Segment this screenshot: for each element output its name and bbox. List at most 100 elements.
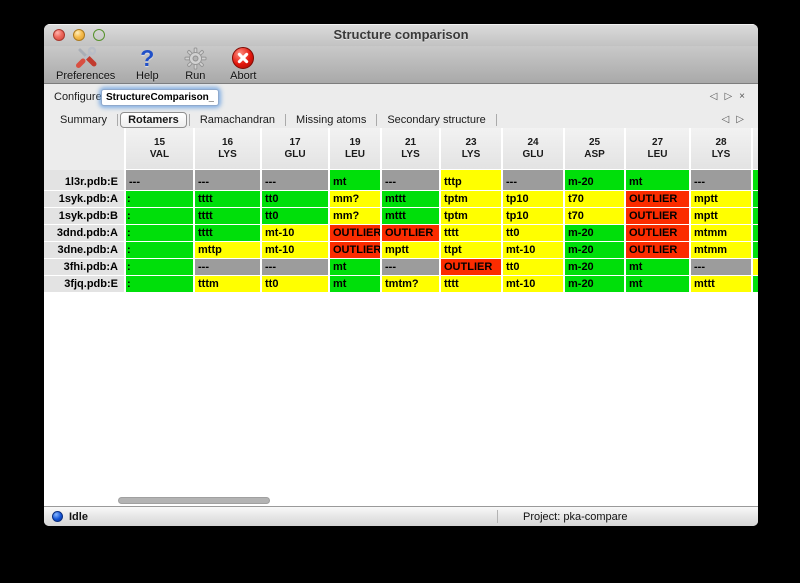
cell-3dne.pdb:A-28[interactable]: mtmm: [691, 242, 753, 259]
cell-1syk.pdb:A-17[interactable]: tt0: [262, 191, 330, 208]
preferences-button[interactable]: Preferences: [56, 46, 115, 83]
cell-1l3r.pdb:E-partial[interactable]: [753, 174, 758, 191]
cell-3dne.pdb:A-partial[interactable]: [753, 242, 758, 259]
cell-3fjq.pdb:E-24[interactable]: mt-10: [503, 276, 565, 293]
cell-3dnd.pdb:A-28[interactable]: mtmm: [691, 225, 753, 242]
cell-3fhi.pdb:A-25[interactable]: m-20: [565, 259, 626, 276]
configure-name-input[interactable]: [101, 89, 219, 106]
cell-1l3r.pdb:E-21[interactable]: ---: [382, 174, 441, 191]
cell-3fjq.pdb:E-17[interactable]: tt0: [262, 276, 330, 293]
configure-back-icon[interactable]: ◁: [709, 91, 718, 102]
cell-3dne.pdb:A-17[interactable]: mt-10: [262, 242, 330, 259]
cell-3dne.pdb:A-24[interactable]: mt-10: [503, 242, 565, 259]
row-header-3dne.pdb:A[interactable]: 3dne.pdb:A: [44, 242, 126, 259]
cell-3dne.pdb:A-23[interactable]: ttpt: [441, 242, 503, 259]
cell-3fjq.pdb:E-partial[interactable]: [753, 276, 758, 293]
abort-button[interactable]: Abort: [227, 46, 259, 83]
cell-1syk.pdb:B-27[interactable]: OUTLIER: [626, 208, 691, 225]
cell-3dne.pdb:A-16[interactable]: mttp: [195, 242, 262, 259]
cell-3dne.pdb:A-25[interactable]: m-20: [565, 242, 626, 259]
cell-1l3r.pdb:E-15[interactable]: ---: [126, 174, 195, 191]
cell-1syk.pdb:A-21[interactable]: mttt: [382, 191, 441, 208]
cell-1l3r.pdb:E-17[interactable]: ---: [262, 174, 330, 191]
cell-3dnd.pdb:A-19[interactable]: OUTLIER: [330, 225, 382, 242]
cell-1l3r.pdb:E-28[interactable]: ---: [691, 174, 753, 191]
tab-secondary-structure[interactable]: Secondary structure: [387, 114, 486, 126]
zoom-window-button[interactable]: [93, 29, 105, 41]
cell-3fhi.pdb:A-21[interactable]: ---: [382, 259, 441, 276]
cell-3fjq.pdb:E-16[interactable]: tttm: [195, 276, 262, 293]
cell-1syk.pdb:B-19[interactable]: mm?: [330, 208, 382, 225]
cell-1syk.pdb:A-partial[interactable]: [753, 191, 758, 208]
cell-1l3r.pdb:E-24[interactable]: ---: [503, 174, 565, 191]
cell-3dne.pdb:A-27[interactable]: OUTLIER: [626, 242, 691, 259]
cell-3fhi.pdb:A-28[interactable]: ---: [691, 259, 753, 276]
cell-3fhi.pdb:A-19[interactable]: mt: [330, 259, 382, 276]
cell-1syk.pdb:B-23[interactable]: tptm: [441, 208, 503, 225]
row-header-3dnd.pdb:A[interactable]: 3dnd.pdb:A: [44, 225, 126, 242]
cell-3fhi.pdb:A-15[interactable]: :: [126, 259, 195, 276]
cell-3dne.pdb:A-21[interactable]: mptt: [382, 242, 441, 259]
row-header-1syk.pdb:B[interactable]: 1syk.pdb:B: [44, 208, 126, 225]
cell-3fjq.pdb:E-19[interactable]: mt: [330, 276, 382, 293]
cell-1syk.pdb:A-24[interactable]: tp10: [503, 191, 565, 208]
cell-1syk.pdb:A-27[interactable]: OUTLIER: [626, 191, 691, 208]
titlebar[interactable]: Structure comparison: [44, 24, 758, 46]
cell-1syk.pdb:B-15[interactable]: :: [126, 208, 195, 225]
cell-1syk.pdb:B-28[interactable]: mptt: [691, 208, 753, 225]
cell-1l3r.pdb:E-16[interactable]: ---: [195, 174, 262, 191]
minimize-window-button[interactable]: [73, 29, 85, 41]
cell-3fjq.pdb:E-27[interactable]: mt: [626, 276, 691, 293]
cell-3fhi.pdb:A-24[interactable]: tt0: [503, 259, 565, 276]
cell-3fjq.pdb:E-23[interactable]: tttt: [441, 276, 503, 293]
cell-1l3r.pdb:E-27[interactable]: mt: [626, 174, 691, 191]
cell-3dnd.pdb:A-21[interactable]: OUTLIER: [382, 225, 441, 242]
cell-3dne.pdb:A-19[interactable]: OUTLIER: [330, 242, 382, 259]
help-button[interactable]: ? Help: [131, 46, 163, 83]
cell-1l3r.pdb:E-23[interactable]: tttp: [441, 174, 503, 191]
cell-1syk.pdb:A-28[interactable]: mptt: [691, 191, 753, 208]
cell-3fhi.pdb:A-16[interactable]: ---: [195, 259, 262, 276]
cell-1syk.pdb:A-25[interactable]: t70: [565, 191, 626, 208]
close-window-button[interactable]: [53, 29, 65, 41]
cell-1syk.pdb:B-21[interactable]: mttt: [382, 208, 441, 225]
cell-3dnd.pdb:A-24[interactable]: tt0: [503, 225, 565, 242]
cell-3dnd.pdb:A-16[interactable]: tttt: [195, 225, 262, 242]
cell-3dnd.pdb:A-partial[interactable]: [753, 225, 758, 242]
cell-3dne.pdb:A-15[interactable]: :: [126, 242, 195, 259]
cell-3dnd.pdb:A-23[interactable]: tttt: [441, 225, 503, 242]
tab-forward-icon[interactable]: ▷: [736, 114, 744, 125]
cell-3fhi.pdb:A-27[interactable]: mt: [626, 259, 691, 276]
cell-3dnd.pdb:A-17[interactable]: mt-10: [262, 225, 330, 242]
row-header-3fhi.pdb:A[interactable]: 3fhi.pdb:A: [44, 259, 126, 276]
run-button[interactable]: Run: [179, 46, 211, 83]
cell-3fhi.pdb:A-partial[interactable]: [753, 259, 758, 276]
cell-1l3r.pdb:E-19[interactable]: mt: [330, 174, 382, 191]
scrollbar-thumb[interactable]: [118, 497, 270, 504]
cell-3fhi.pdb:A-23[interactable]: OUTLIER: [441, 259, 503, 276]
cell-3fjq.pdb:E-25[interactable]: m-20: [565, 276, 626, 293]
cell-1syk.pdb:B-17[interactable]: tt0: [262, 208, 330, 225]
cell-3fjq.pdb:E-21[interactable]: tmtm?: [382, 276, 441, 293]
cell-1syk.pdb:B-16[interactable]: tttt: [195, 208, 262, 225]
cell-1l3r.pdb:E-25[interactable]: m-20: [565, 174, 626, 191]
cell-3fhi.pdb:A-17[interactable]: ---: [262, 259, 330, 276]
cell-3dnd.pdb:A-25[interactable]: m-20: [565, 225, 626, 242]
tab-summary[interactable]: Summary: [60, 114, 108, 126]
configure-forward-icon[interactable]: ▷: [724, 91, 733, 102]
cell-1syk.pdb:B-24[interactable]: tp10: [503, 208, 565, 225]
cell-1syk.pdb:A-15[interactable]: :: [126, 191, 195, 208]
cell-1syk.pdb:A-19[interactable]: mm?: [330, 191, 382, 208]
cell-1syk.pdb:B-25[interactable]: t70: [565, 208, 626, 225]
cell-1syk.pdb:A-23[interactable]: tptm: [441, 191, 503, 208]
tab-rotamers[interactable]: Rotamers: [120, 112, 187, 128]
tab-ramachandran[interactable]: Ramachandran: [199, 114, 276, 126]
cell-1syk.pdb:A-16[interactable]: tttt: [195, 191, 262, 208]
cell-3dnd.pdb:A-15[interactable]: :: [126, 225, 195, 242]
cell-1syk.pdb:B-partial[interactable]: [753, 208, 758, 225]
row-header-1syk.pdb:A[interactable]: 1syk.pdb:A: [44, 191, 126, 208]
configure-close-icon[interactable]: ×: [739, 91, 745, 102]
cell-3dnd.pdb:A-27[interactable]: OUTLIER: [626, 225, 691, 242]
tab-back-icon[interactable]: ◁: [721, 114, 730, 125]
cell-3fjq.pdb:E-15[interactable]: :: [126, 276, 195, 293]
